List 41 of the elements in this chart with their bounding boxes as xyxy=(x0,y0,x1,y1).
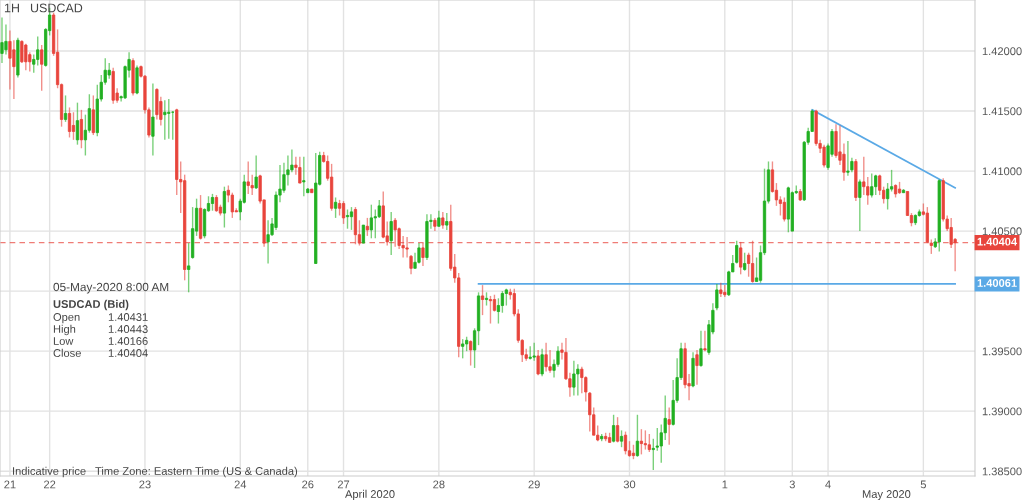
annotation: Time Zone: Eastern Time (US & Canada) xyxy=(95,466,298,478)
text: 1.40061 xyxy=(977,279,1017,287)
annotation: High xyxy=(53,324,76,336)
candlestick xyxy=(528,345,532,361)
annotation: 1.40431 xyxy=(108,313,148,321)
annotation: 1.40166 xyxy=(108,337,148,345)
annotation: Indicative price xyxy=(13,466,86,478)
y-tick-label: 1.41500 xyxy=(982,107,1022,116)
annotation: Open xyxy=(53,313,80,324)
annotation: USDCAD (Bid) xyxy=(53,299,129,311)
annotation: Close xyxy=(53,348,81,357)
annotation: 05-May-2020 8:00 AM xyxy=(53,282,169,294)
x-tick-label: 23 xyxy=(139,480,151,489)
text: April 2020 xyxy=(345,489,395,500)
x-tick-label: 30 xyxy=(623,480,636,489)
x-tick-label: 29 xyxy=(528,480,540,489)
x-tick-label: 5 xyxy=(920,480,926,489)
y-tick-label: 1.39500 xyxy=(982,347,1022,356)
x-tick-label: 26 xyxy=(302,480,314,489)
x-tick-label: 27 xyxy=(337,480,350,489)
x-tick-label: 3 xyxy=(789,480,795,489)
x-tick-label: 1 xyxy=(722,480,728,489)
annotation: 1.40443 xyxy=(108,325,148,333)
x-tick-label: 4 xyxy=(825,480,831,489)
candlestick xyxy=(719,282,723,298)
y-tick-label: 1.42000 xyxy=(982,47,1022,56)
x-tick-label: 21 xyxy=(4,480,16,489)
annotation: Low xyxy=(53,337,74,345)
candlestick xyxy=(361,224,365,244)
text: May 2020 xyxy=(862,490,911,500)
x-tick-label: 22 xyxy=(44,480,56,489)
annotation: 1.40404 xyxy=(108,349,148,357)
y-tick-label: 1.40500 xyxy=(982,227,1022,236)
y-tick-label: 1.41000 xyxy=(982,167,1022,176)
chart-title: 1H xyxy=(4,3,19,13)
x-tick-label: 28 xyxy=(433,480,445,489)
y-tick-label: 1.39000 xyxy=(982,407,1022,416)
ref-line-label: 1.40404 xyxy=(977,237,1018,246)
chart-subtitle: USDCAD xyxy=(30,3,83,13)
y-tick-label: 1.38500 xyxy=(982,467,1022,476)
x-tick-label: 24 xyxy=(234,480,247,489)
